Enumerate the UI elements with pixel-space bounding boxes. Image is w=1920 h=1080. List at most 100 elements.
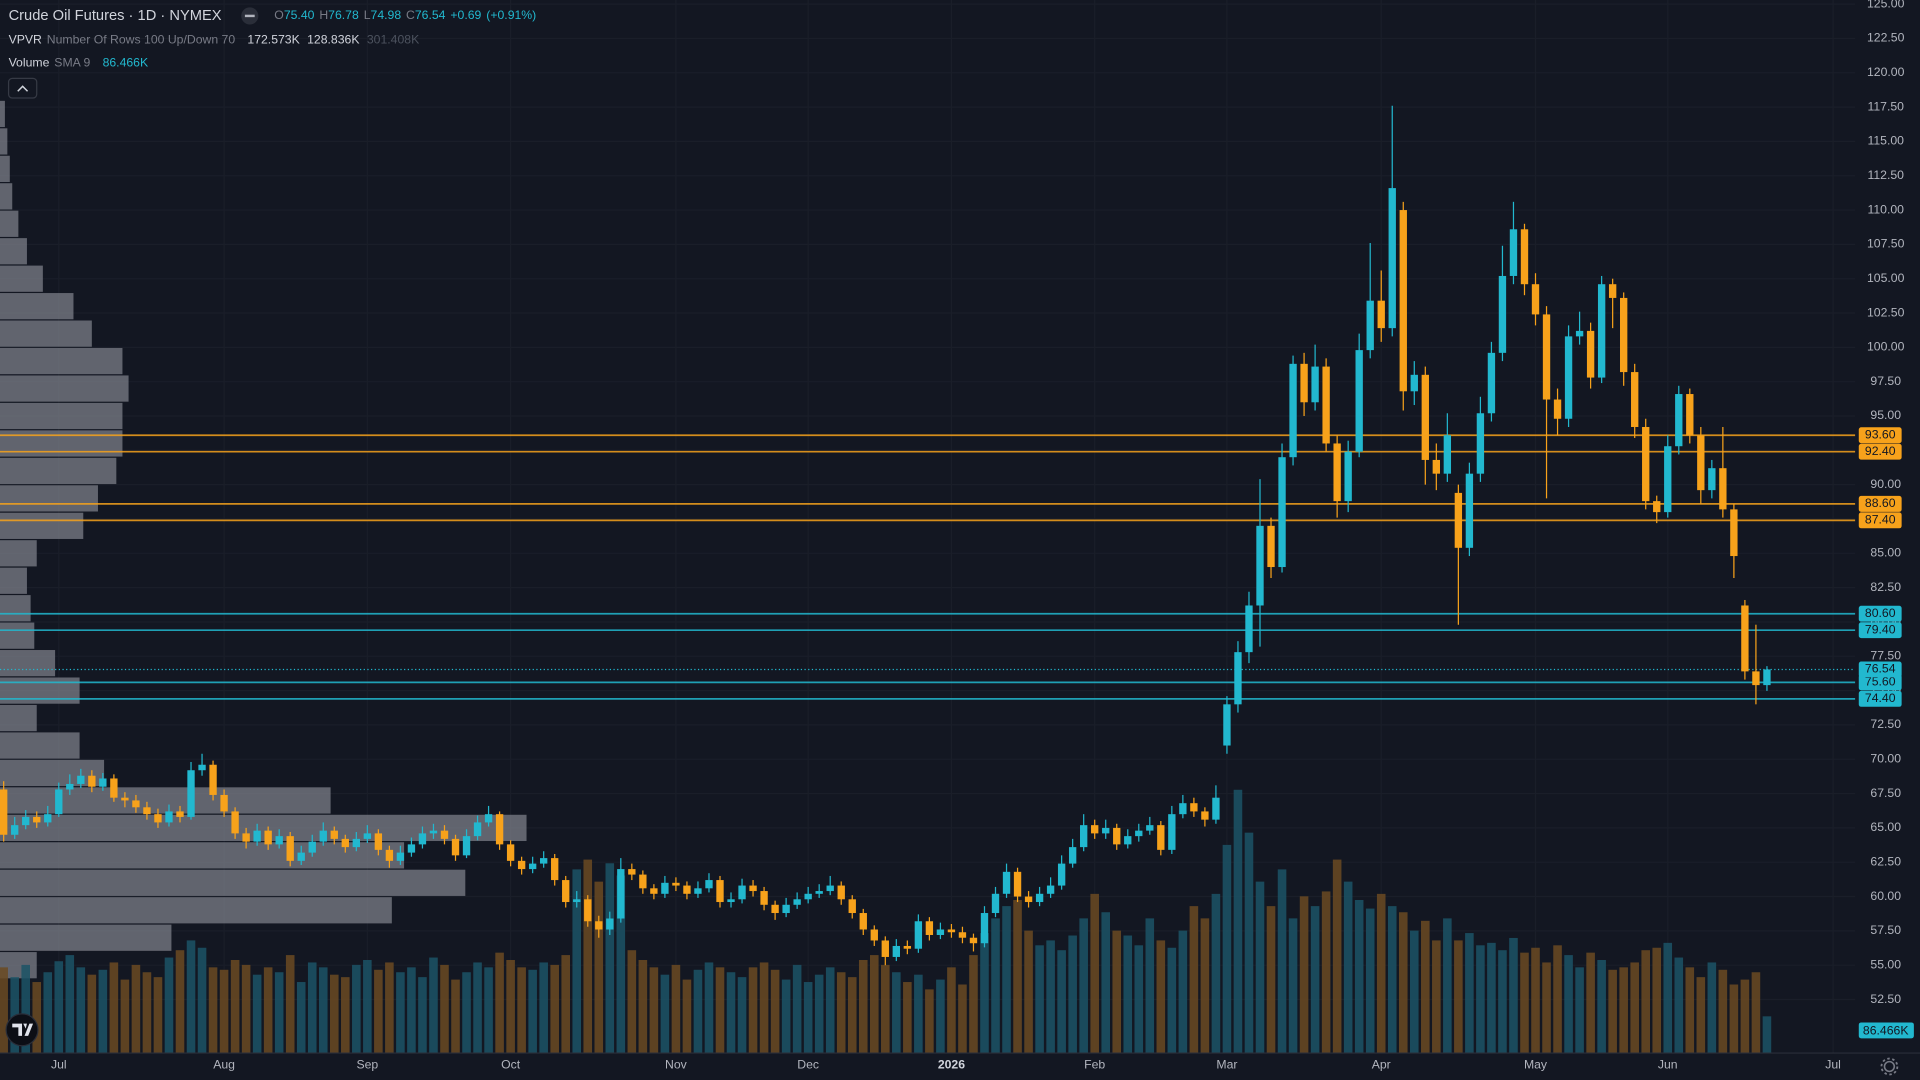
profile-bar [0, 128, 8, 155]
volume-bar [638, 960, 648, 1054]
volume-bar [429, 957, 438, 1054]
volume-bar [1762, 1016, 1772, 1054]
volume-bar [550, 964, 559, 1054]
x-tick-label: Dec [797, 1058, 819, 1072]
candle-body [1377, 300, 1385, 329]
candle-body [1642, 426, 1650, 502]
x-tick-label: Jul [51, 1058, 67, 1072]
candle-body [473, 822, 482, 837]
candle-body [1135, 830, 1143, 837]
volume-bar [1024, 930, 1033, 1054]
settings-button[interactable] [1883, 1060, 1896, 1073]
candle-body [319, 830, 327, 842]
candle-body [132, 800, 140, 808]
volume-bar [1310, 906, 1320, 1054]
volume-bar [186, 940, 196, 1054]
price-line-label-box [1858, 690, 1902, 707]
volume-bar [803, 982, 813, 1054]
volume-bar [991, 918, 1000, 1054]
volume-bar [1575, 967, 1584, 1054]
volume-bar [792, 964, 802, 1054]
logo-mark [12, 1023, 34, 1036]
change: +0.69 [450, 8, 481, 22]
price-line-label-box [1858, 674, 1902, 691]
candle-body [793, 899, 801, 905]
candle-body [1168, 814, 1176, 850]
volume-bar [572, 869, 582, 1054]
candle-body [1487, 352, 1496, 414]
volume-bar [462, 972, 471, 1054]
axes: 52.50 55.00 57.50 60.00 62.50 65.00 67.50 70.00… [51, 0, 1905, 1072]
y-tick-label: 65.00 [1870, 820, 1901, 834]
candle-body [66, 783, 74, 790]
candle-body [88, 775, 96, 787]
volume-bar [748, 967, 758, 1054]
price-line-label: 75.60 [1865, 675, 1896, 689]
profile-bar [0, 155, 10, 182]
candle-body [848, 899, 856, 914]
profile-bar [0, 238, 27, 265]
candle-body [826, 885, 834, 892]
volume-bar [1002, 906, 1011, 1054]
x-tick-label: May [1524, 1058, 1548, 1072]
y-tick-label: 72.50 [1870, 717, 1901, 731]
candle-body [1697, 435, 1705, 491]
volume-bar [892, 972, 901, 1054]
volume-bar [682, 979, 692, 1054]
volume-bar [208, 967, 218, 1054]
candle-body [1476, 413, 1485, 474]
volume-bar [1553, 945, 1562, 1054]
candle-body [253, 830, 261, 842]
candle-body [1388, 188, 1396, 329]
volume-bar [1343, 881, 1353, 1054]
candle-body [1333, 443, 1341, 502]
volume-bar [1222, 844, 1232, 1054]
candle-body [1432, 459, 1440, 474]
settings-teeth [1880, 1057, 1899, 1076]
candle-body [705, 880, 713, 889]
volume-bar [1013, 900, 1022, 1054]
candle-body [606, 918, 614, 930]
candle-body [738, 885, 746, 900]
volume-bar [836, 972, 846, 1054]
volume-bar [671, 964, 681, 1054]
collapse-button[interactable] [7, 77, 38, 99]
candle-body [407, 844, 416, 853]
profile-bar [0, 787, 331, 814]
indicator-name: Volume [9, 56, 50, 70]
volume-bar [1145, 918, 1155, 1054]
profile-bar [0, 732, 80, 759]
volume-bar [1112, 930, 1122, 1054]
volume-pane [0, 789, 1772, 1054]
volume-bar [374, 969, 383, 1054]
candle-body [1146, 825, 1154, 831]
candle-body [187, 770, 195, 817]
profile-bar [0, 210, 19, 237]
y-tick-label: 62.50 [1870, 854, 1901, 868]
y-tick-label: 102.50 [1867, 305, 1905, 319]
volume-bar [120, 979, 130, 1054]
volume-bar [1421, 920, 1430, 1054]
candle-body [22, 816, 30, 826]
candle-body [264, 830, 272, 845]
candle-body [1708, 468, 1716, 491]
candle-body [1498, 275, 1507, 353]
ohlc-value: 74.98 [371, 8, 402, 22]
candle-body [1201, 811, 1209, 820]
volume-bar [1740, 979, 1750, 1054]
volume-bar [1465, 933, 1474, 1054]
candle-body [661, 882, 669, 894]
volume-bar [1079, 918, 1088, 1054]
candle-body [837, 885, 845, 900]
profile-bar [0, 704, 37, 732]
volume-bar [451, 979, 460, 1054]
volume-bar [1751, 972, 1761, 1054]
candle-body [1675, 394, 1683, 447]
volume-bar [21, 964, 30, 1054]
candle-body [562, 880, 570, 903]
price-line-label-box [1858, 495, 1902, 512]
volume-bar [0, 967, 8, 1054]
candle-body [980, 913, 989, 944]
candle-body [1465, 473, 1474, 548]
y-tick-label: 125.00 [1867, 0, 1905, 10]
